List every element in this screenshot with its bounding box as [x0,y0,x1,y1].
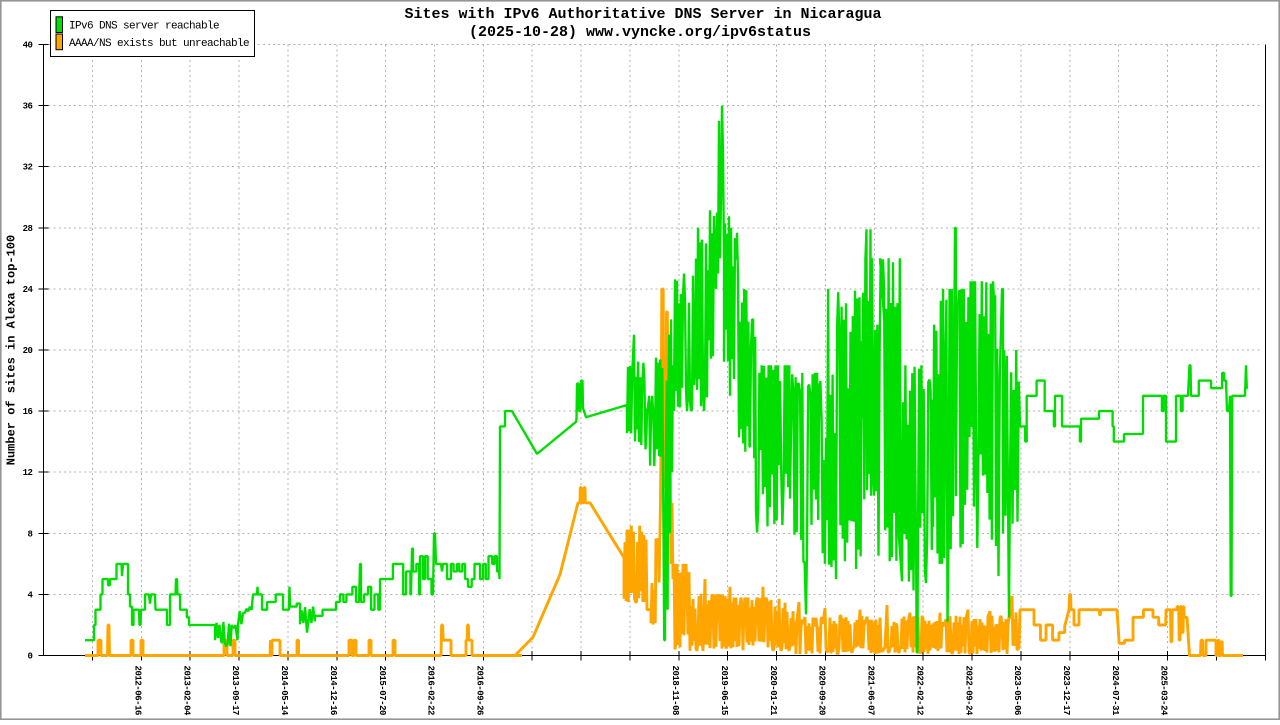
svg-text:IPv6 DNS server reachable: IPv6 DNS server reachable [69,21,219,33]
svg-text:2012-06-16: 2012-06-16 [133,666,143,716]
svg-text:28: 28 [23,224,33,234]
svg-text:Number of sites in Alexa top-1: Number of sites in Alexa top-100 [5,235,19,465]
svg-text:2016-02-22: 2016-02-22 [426,666,436,716]
svg-text:32: 32 [23,163,33,173]
svg-text:2022-02-12: 2022-02-12 [914,666,924,716]
svg-text:2020-09-20: 2020-09-20 [817,666,827,716]
svg-text:2019-06-15: 2019-06-15 [719,666,729,716]
svg-text:2015-07-20: 2015-07-20 [377,666,387,716]
svg-text:36: 36 [23,102,33,112]
svg-text:2013-09-17: 2013-09-17 [230,666,240,716]
svg-text:40: 40 [23,41,33,51]
svg-text:2025-03-24: 2025-03-24 [1159,666,1169,717]
svg-text:20: 20 [23,346,33,356]
svg-text:2024-07-31: 2024-07-31 [1110,666,1120,717]
svg-text:Sites with IPv6 Authoritative: Sites with IPv6 Authoritative DNS Server… [404,6,881,23]
svg-text:24: 24 [23,285,34,295]
svg-text:2023-05-06: 2023-05-06 [1012,666,1022,716]
svg-text:2021-06-07: 2021-06-07 [866,666,876,716]
svg-text:2018-11-08: 2018-11-08 [670,666,680,716]
svg-text:16: 16 [23,407,33,417]
svg-text:AAAA/NS exists but unreachable: AAAA/NS exists but unreachable [69,38,249,50]
svg-text:0: 0 [28,652,33,662]
svg-text:2014-12-16: 2014-12-16 [328,666,338,716]
svg-text:(2025-10-28) www.vyncke.org/ip: (2025-10-28) www.vyncke.org/ipv6status [469,24,811,41]
svg-text:2013-02-04: 2013-02-04 [181,666,191,717]
svg-text:4: 4 [28,590,34,600]
svg-text:12: 12 [23,468,33,478]
svg-text:8: 8 [28,529,33,539]
svg-text:2020-01-21: 2020-01-21 [768,666,778,717]
svg-text:2016-09-26: 2016-09-26 [475,666,485,716]
svg-text:2014-05-14: 2014-05-14 [279,666,289,717]
svg-text:2023-12-17: 2023-12-17 [1061,666,1071,716]
svg-text:2022-09-24: 2022-09-24 [963,666,973,717]
